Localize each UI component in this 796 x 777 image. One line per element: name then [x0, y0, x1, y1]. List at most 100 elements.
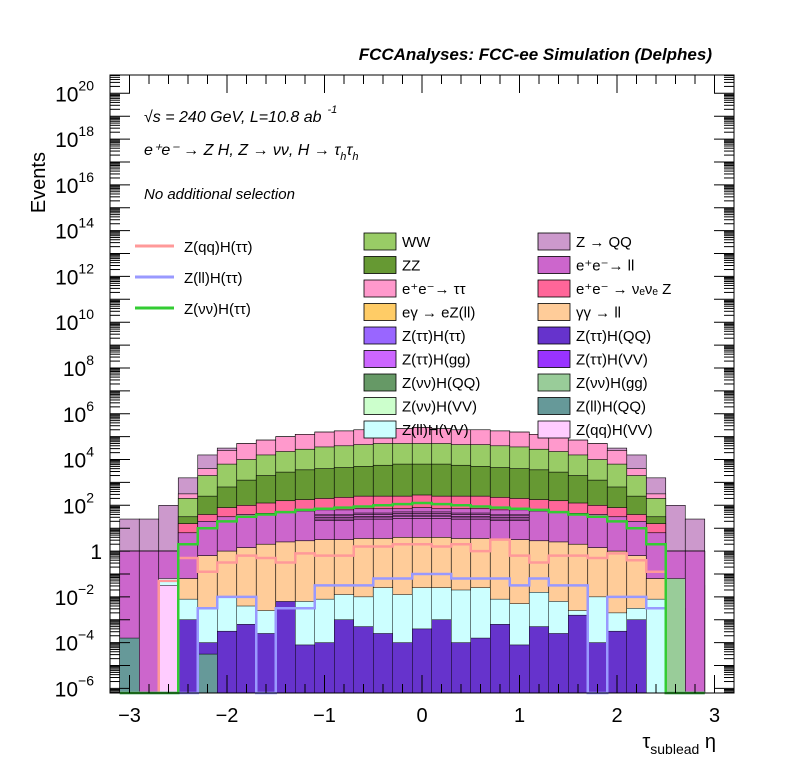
- legend-label: Z(qq)H(VV): [576, 422, 653, 439]
- y-tick-label: 10−2: [55, 581, 95, 610]
- legend-label: Z(ll)H(QQ): [576, 399, 646, 416]
- y-tick-label: 1020: [55, 77, 94, 106]
- legend-label: Z(ll)H(VV): [402, 422, 469, 439]
- x-axis-label-tail: η: [699, 731, 716, 753]
- lumi-exponent: -1: [328, 104, 338, 116]
- y-tick-label: 1010: [55, 306, 94, 335]
- y-tick-label: 102: [63, 489, 94, 518]
- bar-z-h-qq-19: [490, 624, 510, 694]
- y-tick-label: 1016: [55, 169, 94, 198]
- x-axis-label-main: τ: [642, 731, 650, 753]
- y-tick-label: 1012: [55, 260, 94, 289]
- legend-label: γγ → ll: [576, 305, 621, 322]
- legend-swatch: [537, 350, 571, 368]
- legend-swatch: [537, 256, 571, 274]
- legend-label: Z(ττ)H(QQ): [576, 328, 651, 345]
- legend-line-label: Z(ll)H(ττ): [184, 270, 243, 287]
- x-axis-label-sub: sublead: [650, 741, 699, 757]
- bar-z-h-qq-3: [178, 619, 198, 694]
- bar-z-h-qq-23: [568, 614, 588, 694]
- chart-title: FCCAnalyses: FCC-ee Simulation (Delphes): [359, 45, 713, 64]
- legend-swatch: [363, 326, 397, 345]
- legend-label: WW: [402, 234, 431, 251]
- bar-z-h-qq-16: [431, 619, 452, 694]
- legend-swatch: [363, 420, 397, 439]
- legend-swatch: [363, 350, 397, 368]
- line-z-ll-h: [119, 572, 705, 695]
- bar-z-h-qq-26: [626, 619, 647, 694]
- x-axis-label: τsublead η: [642, 731, 716, 757]
- y-tick-label: 10−4: [55, 627, 95, 656]
- stack-boundary-0: [314, 511, 530, 515]
- legend-label: Z(ττ)H(gg): [402, 352, 471, 369]
- legend-swatch: [537, 303, 571, 321]
- legend-label: e⁺e⁻→ ll: [576, 258, 634, 275]
- bar-z-h-qq-11: [334, 619, 354, 694]
- y-tick-label: 106: [63, 398, 94, 427]
- legend-label: e⁺e⁻ → νₑνₑ Z: [576, 281, 671, 298]
- filled-z-qq-h-vv: [158, 585, 179, 694]
- selection-label: No additional selection: [144, 186, 295, 203]
- x-tick-label: 3: [709, 705, 720, 727]
- x-tick-label: −3: [118, 705, 141, 727]
- bar-e-e-ll-29: [684, 550, 706, 694]
- stack-boundary-1: [314, 513, 530, 517]
- legend-swatch: [537, 279, 571, 298]
- legend-label: eγ → eZ(ll): [402, 305, 475, 322]
- y-tick-label: 10−6: [55, 672, 95, 701]
- legend-label: Z(ττ)H(ττ): [402, 328, 466, 345]
- bar-z-h-qq-8: [275, 601, 296, 694]
- legend-label: Z(νν)H(QQ): [402, 375, 480, 392]
- y-tick-label: 108: [63, 352, 94, 381]
- legend-label: Z(νν)H(gg): [576, 375, 648, 392]
- stack-boundary-4: [314, 518, 530, 521]
- energy-lumi-text: √s = 240 GeV, L=10.8 ab: [144, 109, 322, 126]
- legend-swatch: [363, 256, 397, 274]
- legend-label: Z(ττ)H(VV): [576, 352, 648, 369]
- legend-swatch: [537, 373, 571, 392]
- stack-boundary-3: [314, 516, 530, 520]
- legend-swatch: [363, 303, 397, 321]
- legend: Z(qq)H(ττ) Z(ll)H(ττ) Z(νν)H(ττ) WW Z → QQ ZZ…: [135, 232, 671, 439]
- process-sub-1: h: [340, 151, 346, 163]
- line-z-h: [119, 501, 705, 695]
- x-tick-label: −2: [216, 705, 239, 727]
- x-tick-label: 1: [514, 705, 525, 727]
- filled-z-h-gg: [665, 578, 686, 694]
- legend-swatch: [537, 397, 571, 415]
- legend-swatch: [537, 326, 571, 345]
- legend-swatch: [363, 279, 397, 298]
- x-tick-label: 0: [416, 705, 427, 727]
- energy-lumi-label: √s = 240 GeV, L=10.8 ab -1: [144, 104, 337, 126]
- legend-label: Z(νν)H(VV): [402, 399, 477, 416]
- legend-label: Z → QQ: [576, 234, 632, 251]
- bar-z-qq-h-vv-2: [158, 585, 179, 694]
- process-sub-2: h: [352, 151, 358, 163]
- legend-swatch: [363, 232, 397, 251]
- y-axis-label: Events: [28, 152, 50, 213]
- line-z-qq-h: [119, 538, 705, 695]
- legend-line-label: Z(qq)H(ττ): [184, 239, 253, 256]
- bar-z-h-qq-12: [353, 626, 374, 694]
- process-label: e⁺e⁻ → Z H, Z → νν, H → τhτh: [144, 142, 358, 163]
- legend-swatch: [537, 232, 571, 251]
- bar-z-h-qq-6: [236, 624, 257, 694]
- stacked-histograms: [119, 427, 706, 694]
- legend-swatch: [363, 373, 397, 392]
- legend-label: ZZ: [402, 258, 420, 275]
- legend-label: e⁺e⁻→ ττ: [402, 281, 466, 298]
- process-text: e⁺e⁻ → Z H, Z → νν, H → τ: [144, 142, 341, 159]
- bar-e-e-ll-1: [138, 550, 160, 694]
- y-tick-label: 1: [90, 541, 102, 564]
- x-tick-label: 2: [611, 705, 622, 727]
- y-tick-label: 104: [63, 444, 94, 473]
- y-tick-label: 1014: [55, 215, 94, 244]
- stack-boundary-2: [314, 514, 530, 518]
- axes: −3 −2 −1 0 1 2 3 10−6 10−4 10−2 1 102 104 106 108 1010 1…: [55, 75, 735, 727]
- bar-z-h-gg-28: [665, 578, 686, 694]
- process-tau-2: τ: [346, 142, 353, 159]
- signal-lines: [119, 501, 705, 695]
- bar-z-ll-h-vv-27: [646, 598, 666, 694]
